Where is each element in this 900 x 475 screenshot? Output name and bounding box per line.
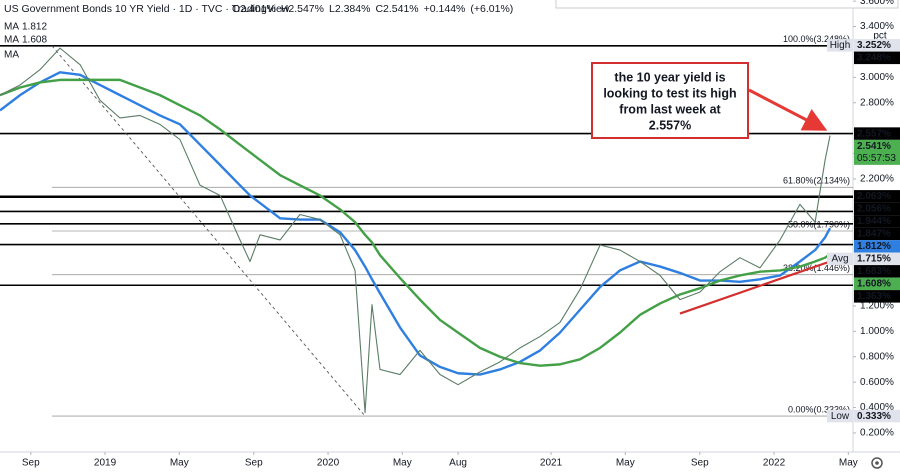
y-tick-label: 2.200% <box>860 174 894 185</box>
settings-icon[interactable] <box>871 457 883 469</box>
fib-label: 100.0%(3.248%) <box>783 34 850 44</box>
x-tick-label: Sep <box>22 458 40 469</box>
ohlc-value: H2.547% <box>281 3 324 15</box>
price-label: 2.557% <box>857 128 891 139</box>
chart-title: US Government Bonds 10 YR Yield · 1D · T… <box>4 3 290 15</box>
price-tag-box <box>827 409 853 423</box>
price-label: 3.252% <box>857 40 891 51</box>
y-tick-label: 3.400% <box>860 21 894 32</box>
price-label-box <box>854 202 900 216</box>
price-label-box <box>854 290 900 303</box>
callout-box <box>591 62 749 139</box>
toolbar[interactable] <box>555 0 899 9</box>
price-label-box <box>854 139 900 165</box>
price-label-box <box>854 277 900 291</box>
ma-line <box>0 71 832 376</box>
ohlc-value: +0.144% <box>424 3 466 15</box>
countdown: 05:57:53 <box>857 153 896 164</box>
price-label-box <box>854 409 900 423</box>
x-tick-label: May <box>393 458 412 469</box>
price-label-box <box>854 227 900 241</box>
y-tick-label: 3.000% <box>860 72 894 83</box>
x-tick-label: 2019 <box>94 458 117 469</box>
trend-line <box>679 260 831 315</box>
ohlc-value: L2.384% <box>329 3 370 15</box>
price-label-box <box>854 265 900 278</box>
legend-label: MA <box>4 35 19 46</box>
fib-label: 0.00%(0.333%) <box>788 404 850 414</box>
y-tick-label: 0.800% <box>860 351 894 362</box>
price-tag: High <box>830 40 851 51</box>
legend-label: MA <box>4 22 19 33</box>
y-axis-label: pct <box>873 31 887 42</box>
trend-line <box>51 45 366 417</box>
callout-text: the 10 year yield is <box>614 70 725 84</box>
legend-value: 1.812 <box>22 22 47 33</box>
price-tag: Low <box>831 411 850 422</box>
y-tick-label: 0.600% <box>860 377 894 388</box>
x-tick-label: Sep <box>245 458 263 469</box>
x-tick-label: 2022 <box>763 458 786 469</box>
ohlc-value: (+6.01%) <box>470 3 513 15</box>
price-label-box <box>854 39 900 52</box>
price-label: 2.541% <box>857 141 891 152</box>
x-tick-label: May <box>616 458 635 469</box>
callout-text: 2.557% <box>649 118 691 132</box>
x-tick-label: 2021 <box>540 458 563 469</box>
price-label: 2.056% <box>857 204 891 215</box>
x-tick-label: May <box>839 458 858 469</box>
price-label-box <box>854 51 900 65</box>
callout-arrow <box>748 88 828 131</box>
price-label: 1.363% <box>857 291 891 302</box>
callout-text: from last week at <box>619 102 721 116</box>
ohlc-value: C2.541% <box>375 3 418 15</box>
price-label-box <box>854 252 900 266</box>
x-tick-label: May <box>170 458 189 469</box>
price-tag-box <box>827 252 853 266</box>
legend-label: MA <box>4 50 19 61</box>
fib-label: 38.20%(1.446%) <box>783 263 850 273</box>
x-tick-label: 2020 <box>317 458 340 469</box>
y-tick-label: 0.400% <box>860 402 894 413</box>
price-tag-box <box>827 39 853 52</box>
price-label: 1.608% <box>857 279 891 290</box>
price-label-box <box>854 240 900 253</box>
price-line <box>0 47 831 414</box>
price-label: 1.812% <box>857 241 891 252</box>
price-tag: Avg <box>831 254 848 265</box>
price-label-box <box>854 215 900 228</box>
overlay: US Government Bonds 10 YR Yield · 1D · T… <box>4 3 900 469</box>
price-label: 1.847% <box>857 229 891 240</box>
x-tick-label: Sep <box>691 458 709 469</box>
y-tick-label: 1.000% <box>860 326 894 337</box>
price-label: 1.683% <box>857 266 891 277</box>
callout-text: looking to test its high <box>603 86 736 100</box>
price-label: 1.715% <box>857 254 891 265</box>
y-tick-label: 0.200% <box>860 428 894 439</box>
fib-label: 61.80%(2.134%) <box>783 176 850 186</box>
y-tick-label: 3.600% <box>860 0 894 7</box>
price-label-box <box>854 127 900 140</box>
price-label: 3.248% <box>857 53 891 64</box>
price-label: 2.063% <box>857 191 891 202</box>
y-tick-label: 1.200% <box>860 301 894 312</box>
legend-value: 1.608 <box>22 35 47 46</box>
price-label-box <box>854 190 900 203</box>
price-label: 0.333% <box>857 411 891 422</box>
y-tick-label: 2.800% <box>860 97 894 108</box>
price-label: 1.944% <box>857 216 891 227</box>
ohlc-value: O2.401% <box>232 3 276 15</box>
x-tick-label: Aug <box>449 458 467 469</box>
